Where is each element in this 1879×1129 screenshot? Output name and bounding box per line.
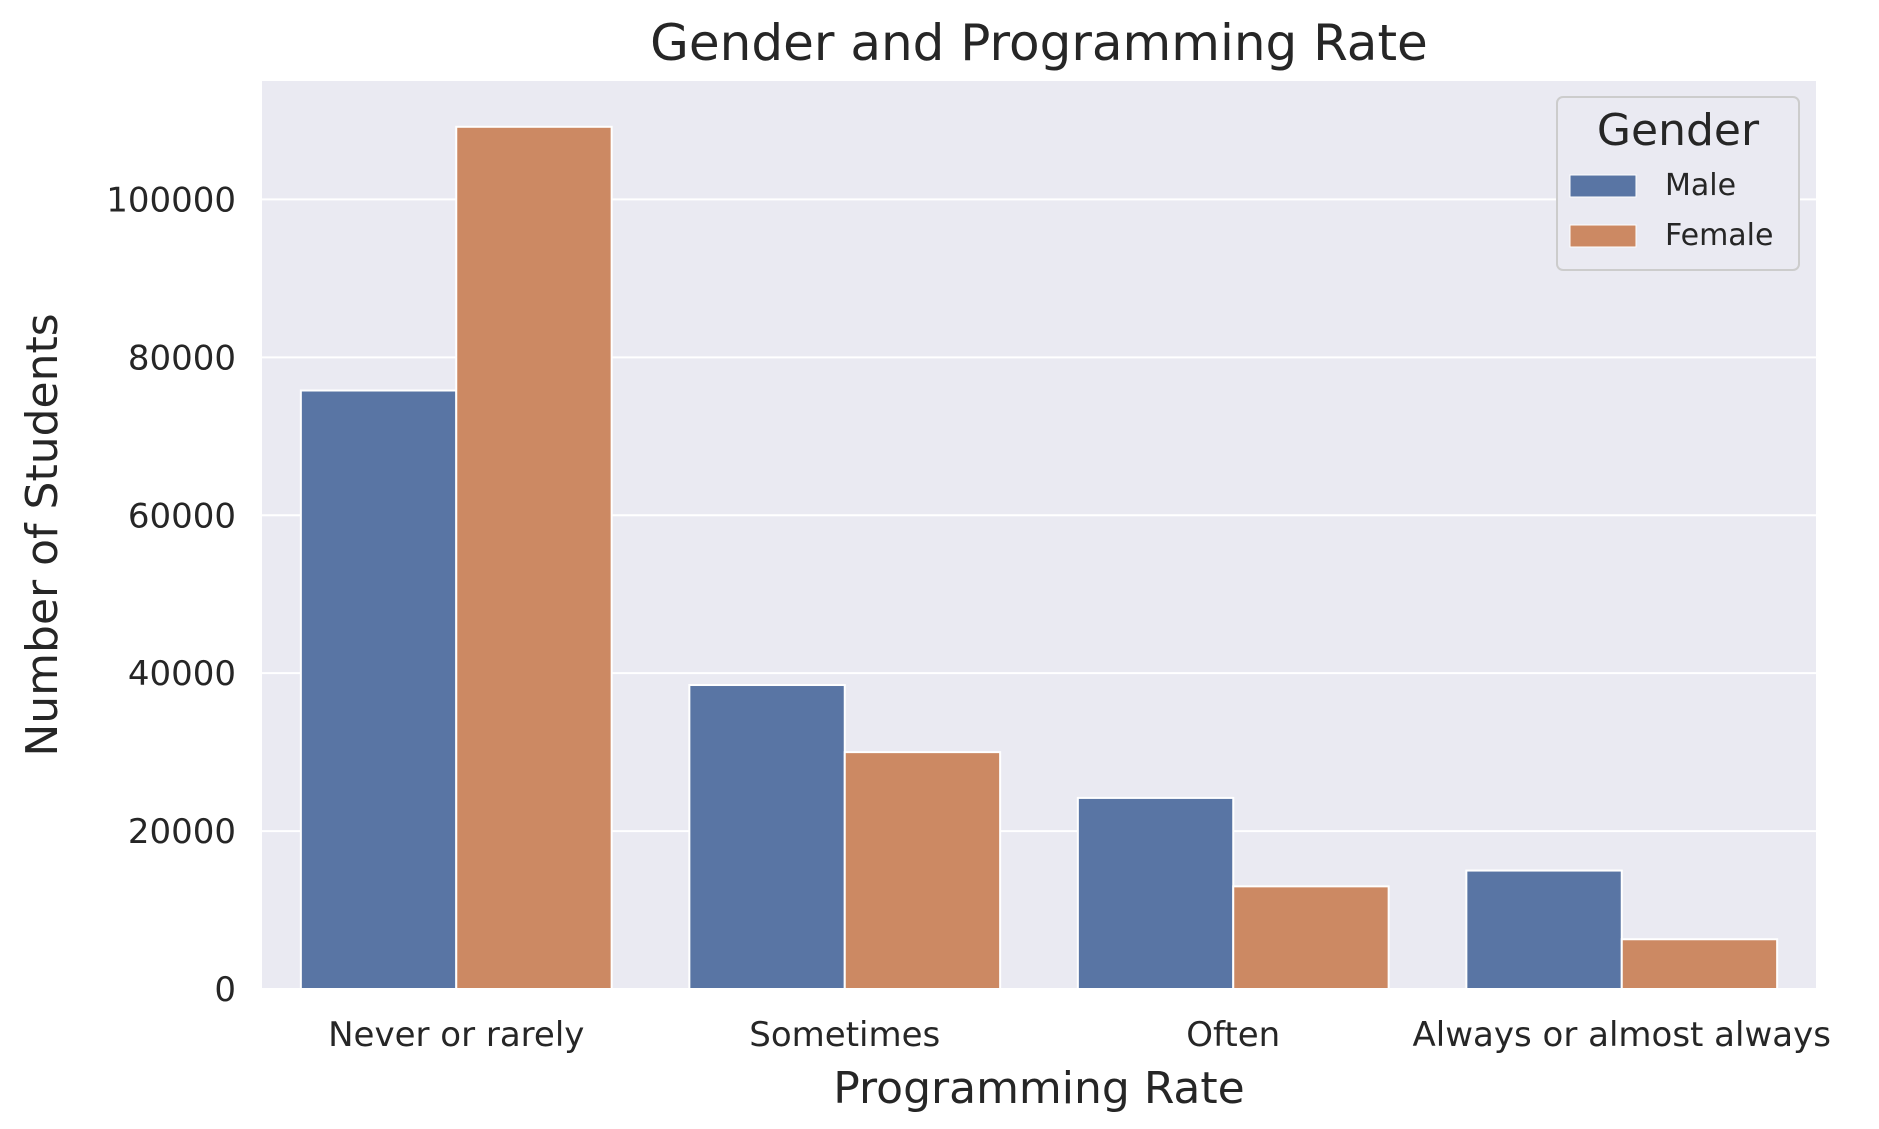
x-tick-label: Always or almost always [1413,1015,1831,1055]
bar-female [1232,885,1390,990]
bar-female [843,751,1002,990]
legend: Gender Male Female [1556,96,1800,271]
bar-male [1465,869,1623,991]
x-tick-label: Sometimes [749,1015,940,1055]
y-tick-label: 0 [214,970,236,1010]
legend-title: Gender [1597,105,1760,156]
x-axis-title: Programming Rate [833,1063,1244,1114]
y-axis-ticks: 0 20000 40000 60000 80000 100000 [106,180,236,1010]
x-axis-ticks: Never or rarely Sometimes Often Always or a… [328,1015,1831,1055]
legend-label-female: Female [1665,218,1773,253]
y-tick-label: 100000 [106,180,236,220]
legend-label-male: Male [1665,168,1736,203]
x-tick-label: Never or rarely [328,1015,584,1055]
y-tick-label: 80000 [128,338,236,378]
y-tick-label: 20000 [128,812,236,852]
y-tick-label: 60000 [128,496,236,536]
y-tick-label: 40000 [128,654,236,694]
chart-title: Gender and Programming Rate [650,14,1428,72]
x-tick-label: Often [1186,1015,1280,1055]
bar-male [688,684,846,990]
bar-male [299,389,458,990]
bars [299,125,1779,991]
bar-female [455,125,613,990]
legend-entries: Male Female [1569,168,1773,253]
legend-swatch-male [1569,174,1637,198]
legend-swatch-female [1569,224,1637,248]
bar-female [1620,938,1779,990]
bar-male [1076,796,1235,991]
y-axis-title: Number of Students [17,313,68,756]
